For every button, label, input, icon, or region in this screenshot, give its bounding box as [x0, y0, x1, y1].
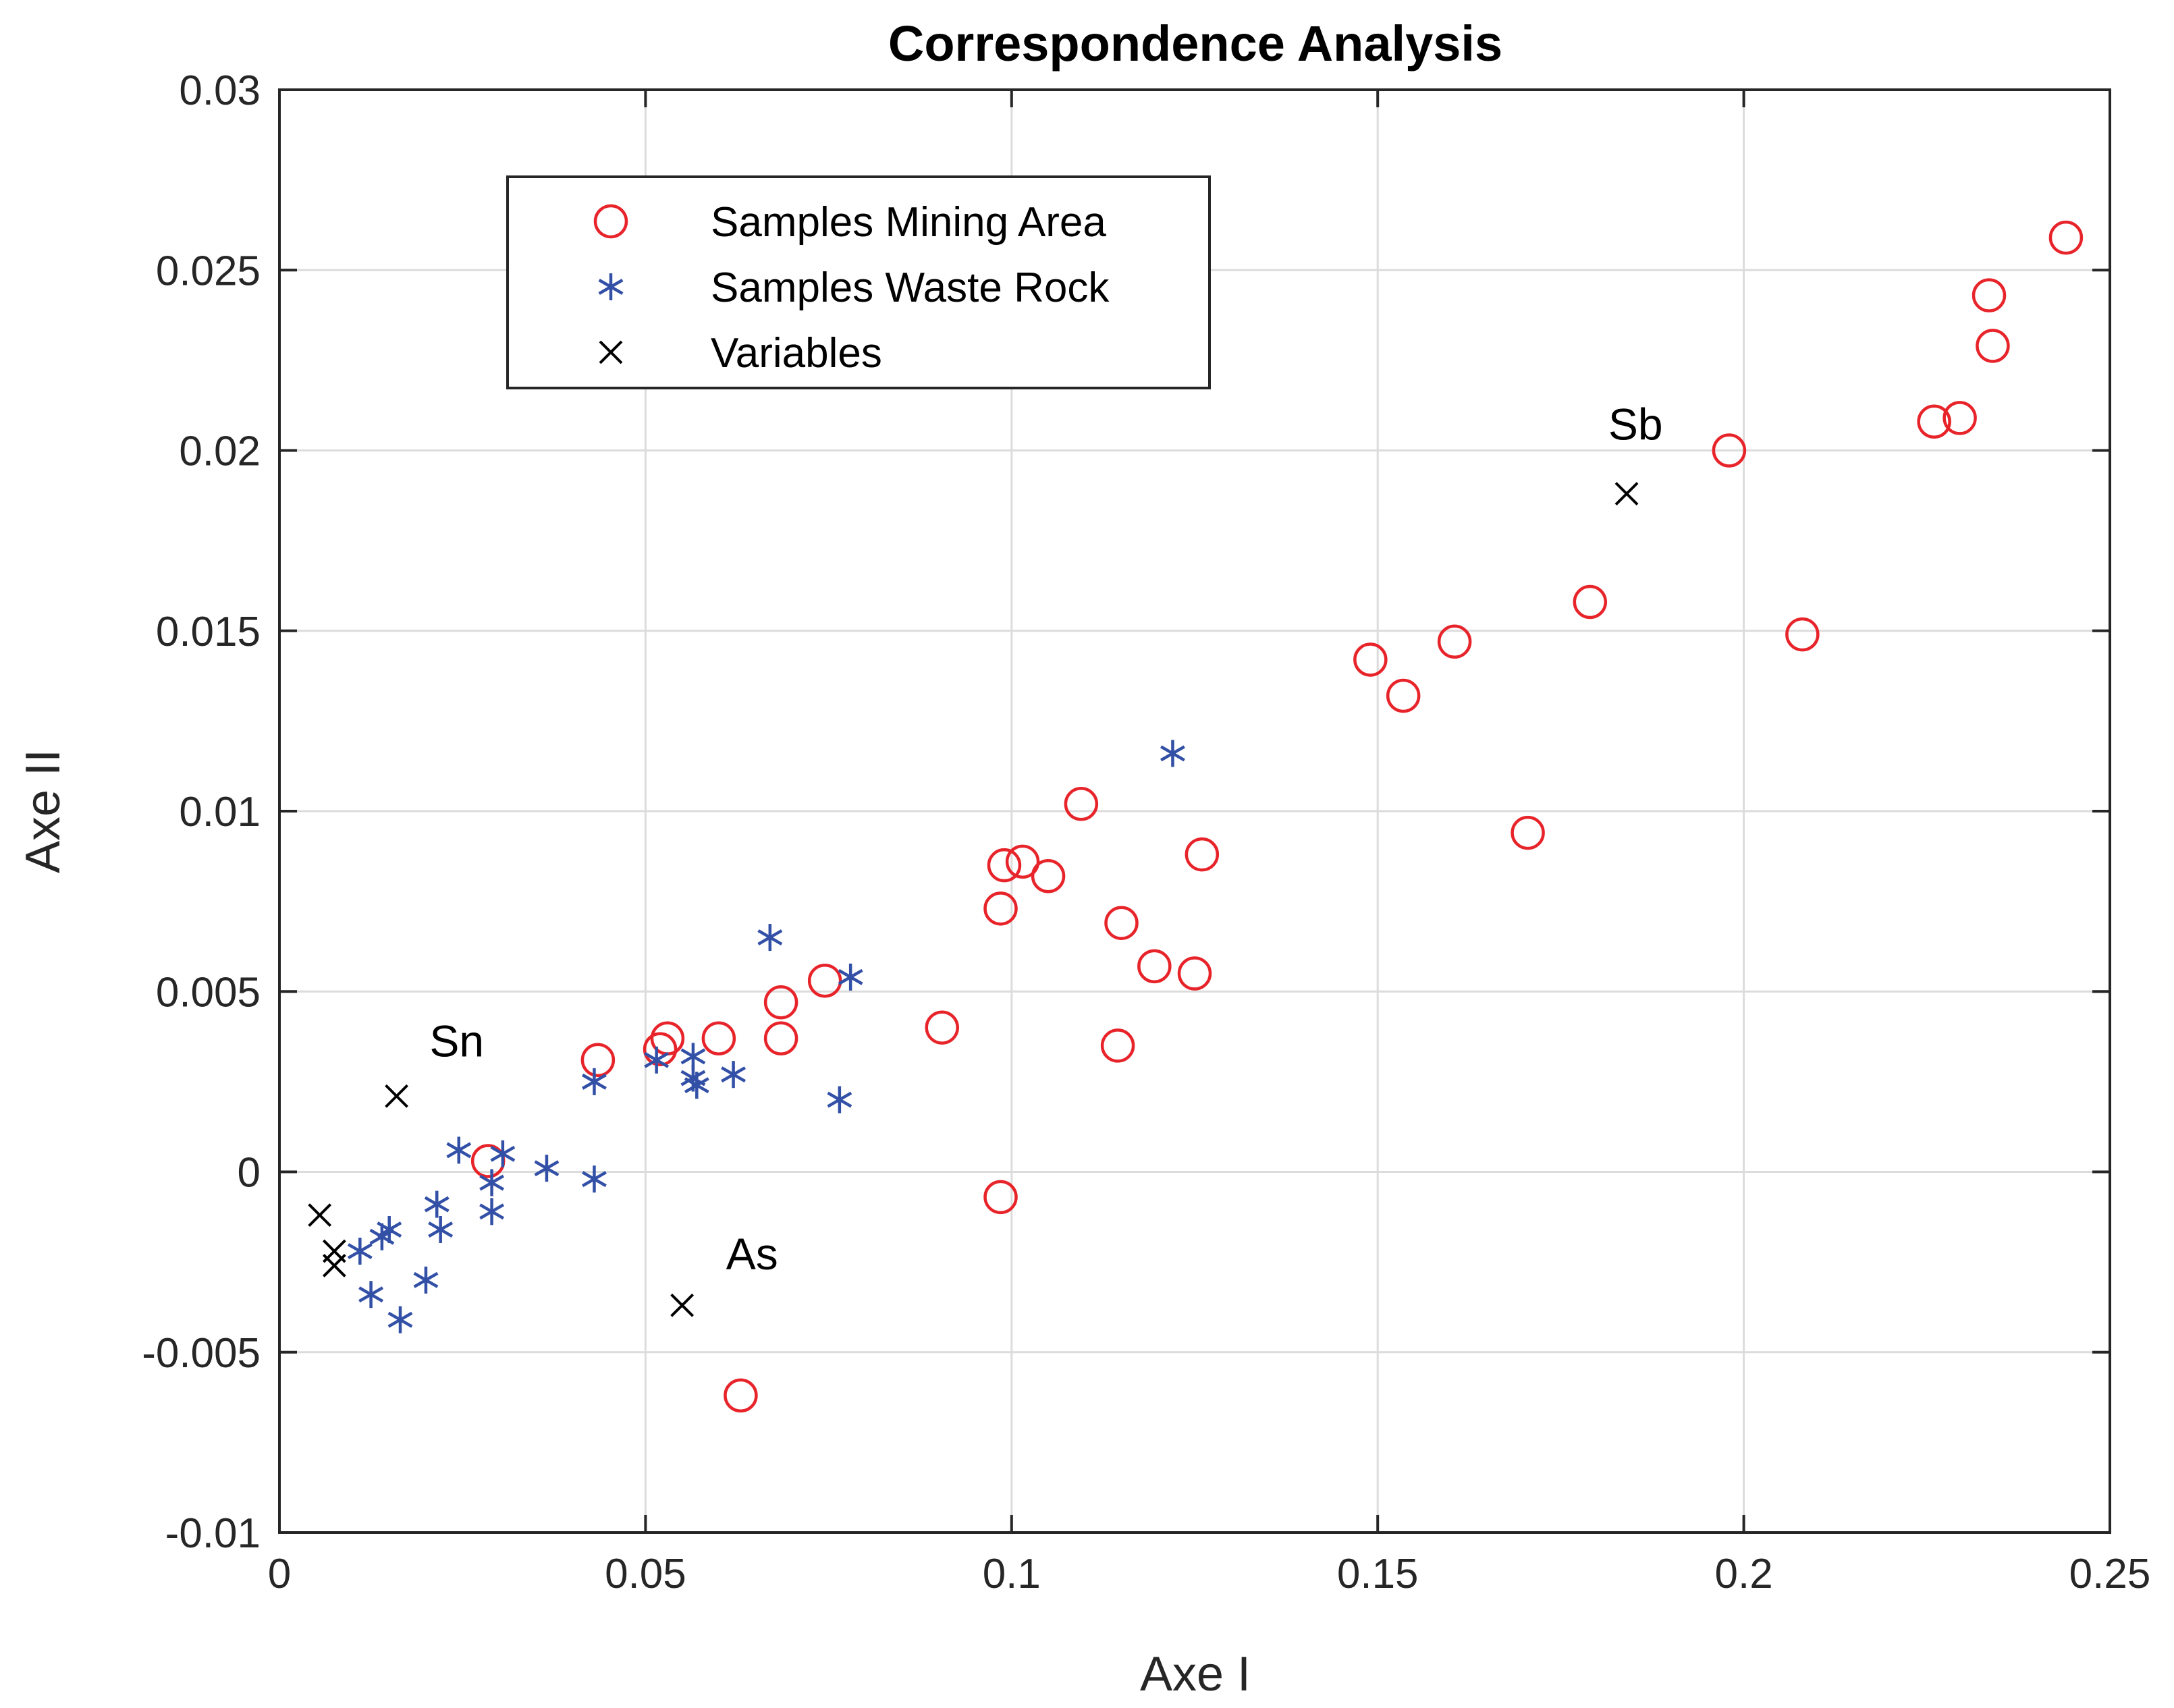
waste-rock-point — [827, 1086, 852, 1113]
mining-area-point — [1104, 906, 1139, 940]
y-tick-label: -0.005 — [142, 1330, 261, 1377]
variable-point — [322, 1254, 346, 1277]
mining-area-point — [1511, 815, 1545, 850]
mining-area-point — [1942, 401, 1977, 435]
x-tick-label: 0.15 — [1337, 1551, 1419, 1597]
legend-marker — [593, 204, 628, 239]
axis-ticks: 0 0.05 0.1 0.15 0.2 0.25 -0.01 -0.005 0 0.005 0.01… — [142, 67, 2150, 1597]
y-axis-title: Axe II — [16, 749, 70, 873]
variable-point — [385, 1084, 408, 1108]
y-tick-label: 0.03 — [179, 67, 261, 114]
mining-area-point — [983, 891, 1018, 926]
y-tick-label: 0 — [238, 1150, 261, 1196]
legend-marker — [598, 273, 624, 300]
mining-area-point — [1976, 329, 2010, 363]
y-tick-label: 0.025 — [156, 248, 261, 294]
mining-area-point — [1100, 1028, 1135, 1063]
mining-area-point — [2048, 220, 2084, 255]
legend-label: Variables — [711, 330, 882, 377]
legend-label: Samples Waste Rock — [711, 265, 1110, 311]
variable-point — [670, 1293, 695, 1317]
mining-area-point — [1185, 837, 1220, 872]
mining-area-point — [987, 848, 1022, 883]
mining-area-point — [763, 1021, 798, 1055]
x-tick-label: 0.25 — [2069, 1551, 2151, 1597]
waste-rock-point — [479, 1198, 505, 1225]
waste-rock-point — [347, 1238, 373, 1265]
waste-rock-point — [369, 1223, 395, 1250]
waste-rock-point — [534, 1155, 560, 1182]
variable-label: Sn — [429, 1016, 484, 1066]
y-tick-label: -0.01 — [165, 1510, 261, 1557]
mining-area-point — [1031, 858, 1066, 893]
mining-area-point — [643, 1032, 678, 1067]
mining-area-point — [1064, 787, 1099, 821]
mining-area-point — [1437, 624, 1472, 659]
waste-rock-point — [582, 1165, 607, 1193]
variable-annotations: Sb Sn As — [429, 399, 1662, 1278]
variable-point — [308, 1203, 332, 1228]
chart-title: Correspondence Analysis — [888, 16, 1502, 72]
waste-rock-point — [358, 1281, 384, 1308]
mining-area-point — [1386, 678, 1421, 713]
mining-area-point — [1785, 617, 1820, 652]
mining-area-point — [1573, 584, 1608, 619]
y-tick-label: 0.01 — [179, 789, 261, 835]
waste-rock-point — [428, 1216, 454, 1244]
variable-label: As — [726, 1229, 778, 1279]
data-points — [308, 220, 2084, 1413]
series-circle — [470, 220, 2084, 1413]
legend: Samples Mining Area Samples Waste Rock Var… — [506, 175, 1211, 389]
waste-rock-point — [757, 924, 783, 952]
waste-rock-point — [644, 1046, 670, 1074]
waste-rock-point — [582, 1068, 607, 1095]
x-axis-title: Axe I — [1140, 1647, 1251, 1701]
legend-marker — [599, 340, 623, 364]
mining-area-point — [1712, 433, 1747, 468]
waste-rock-point — [446, 1136, 472, 1164]
y-tick-label: 0.005 — [156, 969, 261, 1016]
mining-area-point — [701, 1021, 736, 1055]
waste-rock-point — [413, 1266, 439, 1294]
waste-rock-point — [838, 963, 863, 991]
waste-rock-point — [424, 1190, 450, 1218]
mining-area-point — [1177, 956, 1212, 991]
waste-rock-point — [684, 1072, 709, 1099]
x-tick-label: 0.05 — [605, 1551, 686, 1597]
mining-area-point — [1353, 642, 1388, 677]
series-asterisk — [347, 740, 1185, 1333]
y-tick-label: 0.02 — [179, 429, 261, 475]
mining-area-point — [983, 1180, 1018, 1215]
mining-area-point — [925, 1010, 959, 1045]
x-tick-label: 0.1 — [983, 1551, 1041, 1597]
waste-rock-point — [721, 1061, 746, 1089]
mining-area-point — [1972, 278, 2007, 312]
legend-label: Samples Mining Area — [711, 199, 1106, 246]
mining-area-point — [1917, 404, 1951, 439]
y-tick-label: 0.015 — [156, 609, 261, 655]
mining-area-point — [724, 1378, 758, 1413]
x-tick-label: 0 — [268, 1551, 291, 1597]
x-tick-label: 0.2 — [1714, 1551, 1772, 1597]
mining-area-point — [1005, 844, 1040, 879]
series-x — [308, 482, 1639, 1317]
waste-rock-point — [490, 1140, 516, 1167]
mining-area-point — [1137, 949, 1172, 984]
waste-rock-point — [387, 1306, 413, 1333]
waste-rock-point — [1160, 740, 1185, 767]
variable-point — [1614, 482, 1639, 506]
mining-area-point — [807, 963, 842, 998]
waste-rock-point — [479, 1169, 505, 1196]
mining-area-point — [763, 985, 798, 1020]
mining-area-point — [580, 1043, 616, 1078]
variable-label: Sb — [1608, 399, 1663, 449]
